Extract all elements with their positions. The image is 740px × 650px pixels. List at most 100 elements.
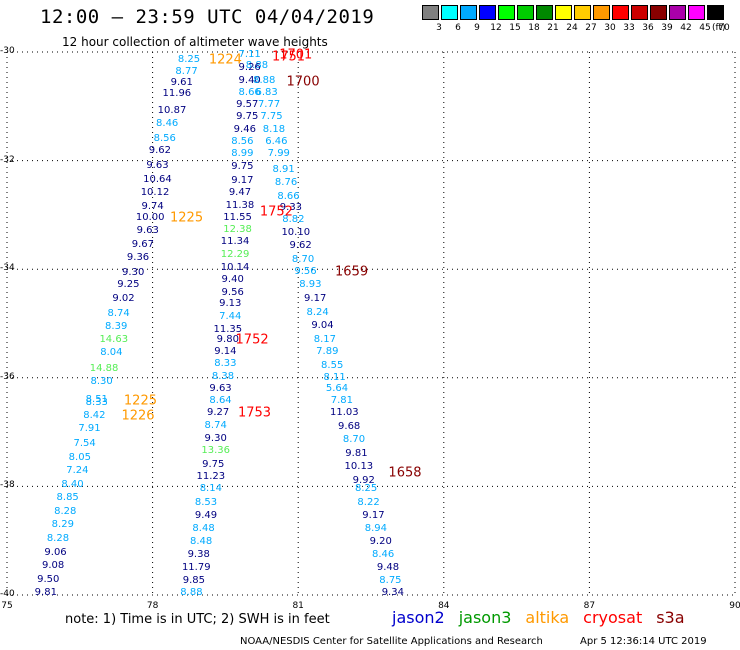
wave-height-value: 13.36	[201, 445, 231, 457]
legend-swatch	[479, 5, 496, 20]
wave-height-value: 8.11	[323, 371, 346, 383]
wave-height-value: 9.17	[304, 293, 327, 305]
longitude-tick: 75	[1, 601, 13, 611]
satellite-legend: jason2 jason3 altika cryosat s3a	[392, 608, 699, 627]
legend-value: 24	[566, 23, 578, 33]
wave-height-value: 8.46	[371, 549, 395, 561]
pass-time-label: 1752	[259, 204, 293, 220]
pass-time-label: 1226	[121, 408, 155, 424]
wave-height-value: 9.56	[221, 286, 244, 298]
wave-height-value: 8.30	[90, 376, 113, 388]
longitude-tick: 84	[438, 601, 450, 611]
pass-time-label: 1225	[170, 210, 204, 226]
wave-height-value: 9.63	[136, 225, 159, 237]
legend-swatch	[593, 5, 610, 20]
wave-height-value: 7.77	[257, 99, 281, 111]
longitude-tick: 81	[292, 601, 304, 611]
wave-height-value: 9.08	[41, 560, 65, 572]
wave-height-value: 9.63	[209, 382, 232, 394]
wave-height-value: 5.64	[325, 382, 349, 394]
wave-height-value: 9.56	[294, 265, 317, 277]
wave-height-value: 7.91	[78, 423, 101, 435]
wave-height-value: 8.51	[85, 393, 108, 405]
wave-height-value: 11.55	[223, 211, 252, 223]
legend-value: 21	[547, 23, 559, 33]
wave-height-value: 9.40	[221, 274, 244, 286]
wave-height-value: 9.36	[126, 252, 150, 264]
satellite-name: altika	[525, 608, 570, 627]
longitude-tick: 90	[729, 601, 740, 611]
wave-height-value: 8.66	[277, 190, 300, 202]
wave-height-value: 10.10	[281, 226, 311, 238]
wave-height-value: 8.64	[209, 395, 232, 407]
wave-height-value: 8.55	[321, 359, 344, 371]
wave-height-value: 8.18	[262, 123, 286, 135]
wave-height-value: 7.11	[238, 48, 261, 60]
wave-height-value: 8.75	[379, 575, 402, 587]
wave-height-value: 9.25	[117, 279, 140, 291]
wave-height-value: 9.33	[279, 201, 303, 213]
wave-height-value: 8.53	[194, 496, 218, 508]
wave-height-value: 9.85	[182, 575, 205, 587]
wave-height-value: 9.04	[311, 320, 334, 332]
wave-height-value: 8.74	[107, 307, 130, 319]
wave-height-value: 9.20	[369, 535, 392, 547]
wave-height-value: 9.50	[37, 573, 60, 585]
wave-height-value: 8.74	[204, 419, 227, 431]
legend-value: 33	[623, 23, 635, 33]
legend-value: 18	[528, 23, 540, 33]
wave-height-value: 8.66	[238, 86, 261, 98]
wave-height-value: 12.29	[220, 248, 250, 260]
wave-height-value: 14.63	[99, 333, 129, 345]
wave-height-value: 11.03	[329, 407, 359, 419]
wave-height-value: 9.75	[202, 458, 225, 470]
wave-height-value: 9.63	[146, 160, 169, 172]
wave-height-value: 8.17	[313, 333, 337, 345]
page-title: 12:00 – 23:59 UTC 04/04/2019	[40, 6, 375, 28]
wave-height-value: 7.81	[330, 395, 354, 407]
wave-height-value: 8.82	[282, 214, 305, 226]
latitude-tick: -40	[0, 589, 15, 599]
wave-height-value: 14.88	[89, 362, 119, 374]
wave-height-value: 8.85	[56, 492, 79, 504]
wave-height-value: 8.39	[105, 321, 128, 333]
satellite-name: cryosat	[583, 608, 643, 627]
wave-height-value: 9.49	[194, 510, 218, 522]
legend-unit: (ft)	[712, 23, 726, 33]
wave-height-value: 12.38	[223, 223, 252, 235]
wave-height-value: 9.67	[131, 238, 155, 250]
wave-height-value: 10.00	[135, 211, 165, 223]
wave-height-value: 10.64	[143, 173, 172, 185]
wave-height-value: 9.26	[238, 62, 261, 74]
wave-height-value: 7.44	[219, 310, 242, 322]
footer-credit: NOAA/NESDIS Center for Satellite Applica…	[240, 636, 543, 647]
legend-value: 42	[680, 23, 692, 33]
wave-height-value: 8.04	[100, 347, 123, 359]
wave-height-value: 11.23	[196, 471, 226, 483]
wave-height-value: 10.13	[344, 461, 374, 473]
wave-height-value: 8.25	[177, 54, 201, 66]
wave-height-value: 11.34	[220, 236, 250, 248]
wave-height-value: 9.92	[352, 474, 375, 486]
wave-height-value: 8.70	[342, 434, 366, 446]
legend-swatch	[650, 5, 667, 20]
wave-height-value: 9.17	[231, 174, 254, 186]
wave-height-value: 8.42	[83, 409, 106, 421]
wave-height-value: 9.06	[44, 546, 67, 558]
wave-height-value: 7.75	[260, 111, 283, 123]
legend-value: 39	[661, 23, 673, 33]
latitude-tick: -34	[0, 263, 15, 274]
wave-height-value: 8.91	[272, 164, 295, 176]
wave-height-value: 8.22	[357, 496, 380, 508]
wave-height-value: 8.29	[51, 519, 74, 531]
wave-height-value: 9.80	[216, 333, 239, 345]
latitude-tick: -30	[0, 46, 15, 56]
wave-height-value: 8.88	[245, 59, 269, 71]
legend-swatch	[536, 5, 553, 20]
legend-value: 3	[436, 23, 442, 33]
wave-height-value: 11.79	[181, 561, 211, 573]
pass-time-label: 1753	[237, 405, 272, 421]
wave-height-value: 8.14	[199, 483, 222, 495]
wave-height-value: 9.62	[289, 239, 312, 251]
